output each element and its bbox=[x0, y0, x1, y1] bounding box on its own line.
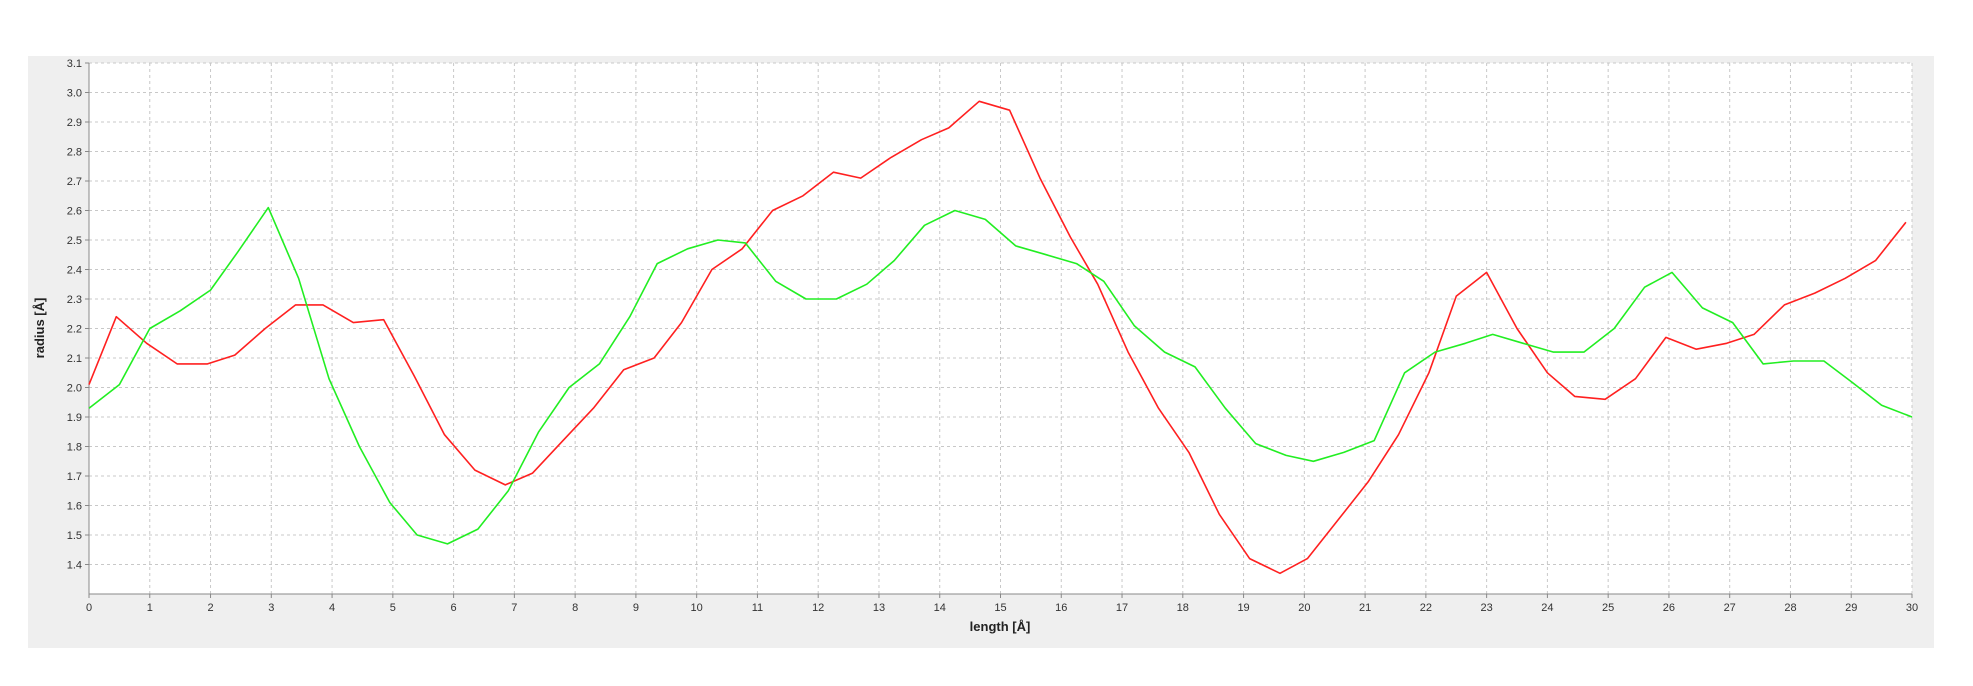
x-tick-label: 12 bbox=[812, 602, 824, 614]
x-tick-label: 25 bbox=[1602, 602, 1614, 614]
y-tick-label: 2.7 bbox=[67, 176, 82, 188]
chart-panel: 0 1 2 3 4 5 6 7 8 9 10 11 12 13 14 15 16 17 18 19 20 21 22 23 24… bbox=[28, 56, 1934, 648]
series-line-0 bbox=[88, 100, 1907, 575]
x-tick-label: 24 bbox=[1541, 602, 1553, 614]
y-tick-label: 1.9 bbox=[67, 412, 82, 424]
x-tick-label: 1 bbox=[147, 602, 153, 614]
x-tick-label: 27 bbox=[1724, 602, 1736, 614]
x-tick-label: 11 bbox=[752, 602, 763, 614]
y-tick-label: 1.5 bbox=[67, 530, 82, 542]
y-tick-label: 1.7 bbox=[67, 471, 82, 483]
y-tick-label: 2.3 bbox=[67, 294, 82, 306]
x-tick-label: 16 bbox=[1055, 602, 1067, 614]
series-line-1 bbox=[88, 206, 1913, 545]
x-tick-labels: 0 1 2 3 4 5 6 7 8 9 10 11 12 13 14 15 16 17 18 19 20 21 22 23 24… bbox=[86, 594, 1918, 614]
x-tick-label: 15 bbox=[994, 602, 1006, 614]
series-lines bbox=[88, 100, 1913, 575]
x-tick-label: 26 bbox=[1663, 602, 1675, 614]
x-tick-label: 17 bbox=[1116, 602, 1128, 614]
x-tick-label: 21 bbox=[1359, 602, 1371, 614]
grid-lines bbox=[89, 62, 1913, 594]
x-tick-label: 20 bbox=[1298, 602, 1310, 614]
x-tick-label: 22 bbox=[1420, 602, 1432, 614]
y-tick-label: 1.6 bbox=[67, 501, 82, 513]
y-tick-label: 2.2 bbox=[67, 324, 82, 336]
x-tick-label: 3 bbox=[268, 602, 274, 614]
y-tick-label: 2.6 bbox=[67, 206, 82, 218]
x-tick-label: 5 bbox=[390, 602, 396, 614]
x-tick-label: 2 bbox=[207, 602, 213, 614]
y-tick-label: 2.0 bbox=[67, 383, 82, 395]
y-tick-label: 2.8 bbox=[67, 147, 82, 159]
x-tick-label: 14 bbox=[934, 602, 946, 614]
y-tick-label: 2.9 bbox=[67, 117, 82, 129]
x-tick-label: 6 bbox=[451, 602, 457, 614]
x-tick-label: 13 bbox=[873, 602, 885, 614]
y-tick-label: 3.0 bbox=[67, 88, 82, 100]
x-tick-label: 10 bbox=[691, 602, 703, 614]
y-tick-label: 2.5 bbox=[67, 235, 82, 247]
x-axis-title: length [Å] bbox=[970, 619, 1031, 634]
x-tick-label: 28 bbox=[1784, 602, 1796, 614]
x-tick-label: 18 bbox=[1177, 602, 1189, 614]
y-tick-label: 3.1 bbox=[67, 58, 82, 70]
line-chart: 0 1 2 3 4 5 6 7 8 9 10 11 12 13 14 15 16 17 18 19 20 21 22 23 24… bbox=[32, 58, 1918, 634]
y-tick-label: 2.4 bbox=[67, 265, 82, 277]
y-tick-label: 1.8 bbox=[67, 442, 82, 454]
y-tick-labels: 1.4 1.5 1.6 1.7 1.8 1.9 2.0 2.1 2.2 2.3 2.4 2.5 2.6 2… bbox=[67, 58, 89, 572]
x-tick-label: 30 bbox=[1906, 602, 1918, 614]
y-tick-label: 2.1 bbox=[67, 353, 82, 365]
y-tick-label: 1.4 bbox=[67, 560, 82, 572]
x-tick-label: 0 bbox=[86, 602, 92, 614]
x-tick-label: 7 bbox=[511, 602, 517, 614]
x-tick-label: 8 bbox=[572, 602, 578, 614]
x-tick-label: 9 bbox=[633, 602, 639, 614]
x-tick-label: 29 bbox=[1845, 602, 1857, 614]
x-tick-label: 4 bbox=[329, 602, 335, 614]
y-axis-title: radius [Å] bbox=[32, 298, 47, 359]
x-tick-label: 19 bbox=[1237, 602, 1249, 614]
x-tick-label: 23 bbox=[1481, 602, 1493, 614]
